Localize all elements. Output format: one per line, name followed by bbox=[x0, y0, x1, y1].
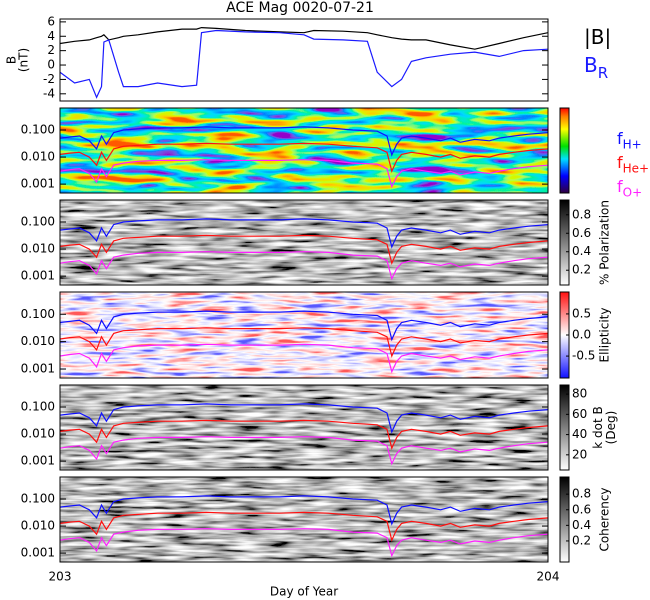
colorbar-tick-label: 0.4 bbox=[572, 518, 591, 532]
series-line bbox=[60, 436, 548, 466]
plot-frame bbox=[59, 476, 549, 563]
colorbar-tick-label: 0.2 bbox=[572, 533, 591, 547]
legend-entry: fHe+ bbox=[617, 153, 649, 176]
y-tick-label: 0.100 bbox=[21, 122, 55, 136]
legend-entry: BR bbox=[584, 53, 608, 82]
x-tick-label: 204 bbox=[537, 570, 560, 584]
plot-frame bbox=[59, 291, 549, 379]
y-tick-label: 0.010 bbox=[21, 150, 55, 164]
series-line bbox=[60, 528, 548, 558]
y-tick-label: 0.001 bbox=[21, 362, 55, 376]
colorbar-label: (Deg) bbox=[604, 411, 618, 445]
colorbar-label: Ellipticity bbox=[598, 308, 612, 363]
colorbar-tick-label: 0.6 bbox=[572, 226, 591, 240]
series-line bbox=[60, 29, 548, 99]
series-line bbox=[60, 218, 548, 249]
series-line bbox=[60, 327, 548, 358]
colorbar-tick-label: 20 bbox=[572, 447, 587, 461]
colorbar-tick-label: 0.0 bbox=[572, 328, 591, 342]
legend-subscript: H+ bbox=[623, 137, 642, 151]
legend-subscript: He+ bbox=[623, 161, 649, 175]
colorbar-label: k dot B bbox=[591, 406, 605, 448]
colorbar bbox=[559, 384, 570, 471]
y-tick-label: 0.001 bbox=[21, 177, 55, 191]
y-tick-label: -4 bbox=[43, 86, 55, 100]
legend-name: B bbox=[584, 53, 598, 77]
colorbar bbox=[559, 107, 570, 194]
legend-entry: |B| bbox=[584, 25, 611, 49]
spectrogram bbox=[60, 200, 548, 285]
legend-entry: fH+ bbox=[617, 129, 642, 152]
spectrogram bbox=[60, 477, 548, 562]
colorbar bbox=[559, 476, 570, 563]
y-tick-label: 0.001 bbox=[21, 269, 55, 283]
y-tick-label: -2 bbox=[43, 72, 55, 86]
plot-frame bbox=[59, 18, 549, 102]
y-tick-label: 0.010 bbox=[21, 427, 55, 441]
y-tick-label: 2 bbox=[47, 43, 55, 57]
series-line bbox=[60, 511, 548, 543]
y-tick-label: 0.010 bbox=[21, 334, 55, 348]
colorbar-tick-label: -0.5 bbox=[572, 349, 595, 363]
plot-frame bbox=[59, 384, 549, 471]
series-line bbox=[60, 159, 548, 189]
y-axis-label: B bbox=[5, 56, 19, 64]
colorbar-tick-label: 60 bbox=[572, 407, 587, 421]
y-axis-label: (nT) bbox=[17, 48, 31, 72]
colorbar-tick-label: 80 bbox=[572, 387, 587, 401]
colorbar-tick-label: 0.8 bbox=[572, 487, 591, 501]
y-tick-label: 6 bbox=[47, 14, 55, 28]
colorbar-tick-label: 0.4 bbox=[572, 244, 591, 258]
y-tick-label: 0.100 bbox=[21, 214, 55, 228]
colorbar-tick-label: 0.8 bbox=[572, 207, 591, 221]
spectrogram bbox=[60, 292, 548, 378]
legend-name: f bbox=[617, 153, 623, 172]
series-line bbox=[60, 234, 548, 266]
series-line bbox=[60, 403, 548, 434]
y-tick-label: 0.010 bbox=[21, 242, 55, 256]
colorbar-label: % Polarization bbox=[598, 200, 612, 285]
spectrogram bbox=[60, 385, 548, 470]
series-line bbox=[60, 495, 548, 526]
series-line bbox=[60, 419, 548, 451]
plot-frame bbox=[59, 199, 549, 286]
series-line bbox=[60, 142, 548, 174]
colorbar-tick-label: 0.2 bbox=[572, 263, 591, 277]
y-tick-label: 0.100 bbox=[21, 491, 55, 505]
colorbar-tick-label: 0.5 bbox=[572, 306, 591, 320]
x-axis-label: Day of Year bbox=[270, 585, 338, 599]
y-tick-label: 4 bbox=[47, 29, 55, 43]
colorbar-tick-label: 0.6 bbox=[572, 502, 591, 516]
colorbar-label: Coherency bbox=[598, 487, 612, 551]
y-tick-label: 0.001 bbox=[21, 546, 55, 560]
legend-subscript: R bbox=[598, 64, 608, 82]
x-tick-label: 203 bbox=[49, 570, 72, 584]
legend-name: f bbox=[617, 177, 623, 196]
legend-name: |B| bbox=[584, 25, 611, 49]
series-line bbox=[60, 251, 548, 281]
colorbar-tick-label: 40 bbox=[572, 427, 587, 441]
y-tick-label: 0.010 bbox=[21, 519, 55, 533]
spectrogram bbox=[60, 108, 548, 193]
series-line bbox=[60, 310, 548, 342]
legend-subscript: O+ bbox=[623, 185, 643, 199]
series-line bbox=[60, 26, 548, 50]
legend-entry: fO+ bbox=[617, 177, 642, 200]
y-tick-label: 0.001 bbox=[21, 454, 55, 468]
colorbar bbox=[559, 199, 570, 286]
series-line bbox=[60, 343, 548, 374]
y-tick-label: 0.100 bbox=[21, 307, 55, 321]
series-line bbox=[60, 126, 548, 157]
y-tick-label: 0.100 bbox=[21, 399, 55, 413]
chart-title: ACE Mag 0020-07-21 bbox=[226, 0, 374, 16]
y-tick-label: 0 bbox=[47, 58, 55, 72]
legend-name: f bbox=[617, 129, 623, 148]
plot-frame bbox=[59, 107, 549, 194]
